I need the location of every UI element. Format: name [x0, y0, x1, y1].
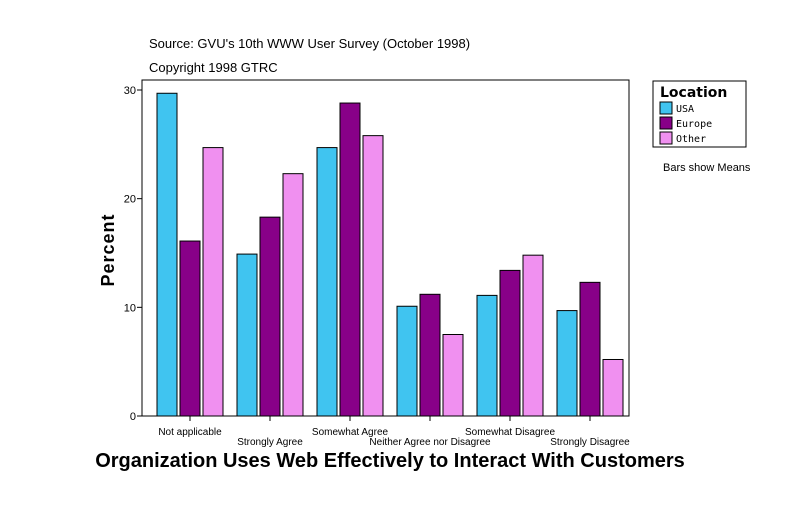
legend-title: Location [660, 85, 727, 101]
legend-swatch-usa [659, 101, 673, 115]
x-tick-label: Somewhat Disagree [465, 427, 555, 438]
bar-europe [179, 240, 201, 417]
bar-other [202, 147, 224, 417]
y-tick-label: 20 [124, 194, 136, 206]
y-tick-label: 0 [130, 411, 136, 423]
bar-other [442, 334, 464, 417]
y-tick-label: 10 [124, 302, 136, 314]
subtitle-line-2: Copyright 1998 GTRC [149, 60, 278, 75]
subtitle-line-1: Source: GVU's 10th WWW User Survey (Octo… [149, 36, 470, 51]
bar-usa [476, 294, 498, 417]
bar-europe [259, 216, 281, 417]
x-tick-label: Strongly Disagree [550, 437, 630, 448]
bar-europe [499, 269, 521, 417]
y-tick-label: 30 [124, 85, 136, 97]
legend-label: Other [676, 134, 706, 145]
bar-usa [396, 305, 418, 417]
x-axis-label: Organization Uses Web Effectively to Int… [95, 450, 685, 472]
bar-usa [316, 147, 338, 417]
bar-other [362, 135, 384, 417]
legend-swatch-other [659, 131, 673, 145]
bar-usa [556, 310, 578, 417]
y-axis-label: Percent [98, 213, 118, 286]
legend-swatch-europe [659, 116, 673, 130]
legend-label: Europe [676, 119, 712, 130]
legend-label: USA [676, 104, 694, 115]
bar-europe [579, 281, 601, 417]
legend: Location USA Europe Other [652, 80, 747, 148]
x-tick-label: Neither Agree nor Disagree [369, 437, 491, 448]
x-tick-label: Not applicable [158, 427, 222, 438]
bar-europe [419, 293, 441, 417]
bar-usa [236, 253, 258, 417]
bar-usa [156, 92, 178, 417]
bar-other [522, 254, 544, 417]
bar-europe [339, 102, 361, 417]
x-tick-label: Somewhat Agree [312, 427, 389, 438]
bar-other [602, 358, 624, 417]
x-tick-label: Strongly Agree [237, 437, 303, 448]
bar-other [282, 173, 304, 417]
bars-note: Bars show Means [663, 162, 751, 174]
